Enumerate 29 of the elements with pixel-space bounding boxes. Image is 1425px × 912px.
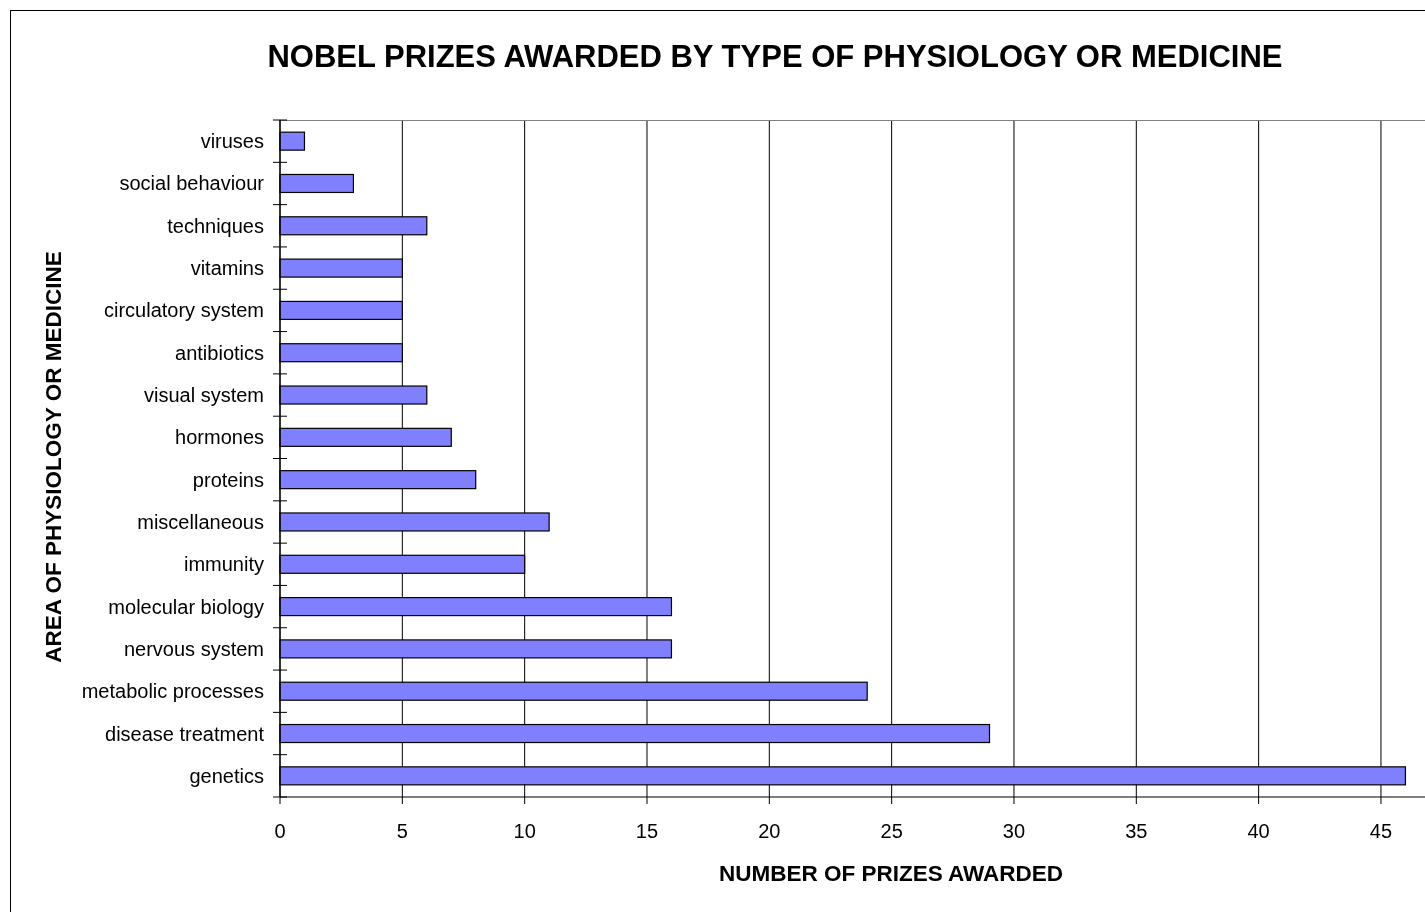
x-tick-label: 40 — [1247, 820, 1270, 842]
y-tick-label: vitamins — [190, 257, 264, 280]
y-tick-label: nervous system — [123, 637, 264, 660]
y-tick-label: hormones — [175, 426, 264, 449]
y-tick-label: antibiotics — [175, 341, 264, 364]
y-tick-label: miscellaneous — [137, 510, 264, 533]
y-tick-label: immunity — [183, 553, 264, 576]
x-tick-label: 20 — [758, 820, 781, 842]
y-tick-label: techniques — [167, 214, 264, 237]
y-tick-label: proteins — [192, 468, 264, 491]
x-tick-label: 45 — [1369, 820, 1393, 842]
x-tick-label: 35 — [1125, 820, 1148, 842]
y-tick-label: circulatory system — [103, 299, 264, 322]
y-tick-label: molecular biology — [108, 595, 264, 618]
y-axis-title: AREA OF PHYSIOLOGY OR MEDICINE — [41, 251, 66, 663]
y-tick-label: social behaviour — [119, 172, 265, 195]
x-tick-label: 5 — [396, 820, 408, 842]
x-tick-label: 30 — [1002, 820, 1026, 842]
y-tick-label: viruses — [200, 130, 264, 153]
y-tick-label: genetics — [189, 764, 264, 787]
x-tick-label: 25 — [880, 820, 903, 842]
y-tick-label: metabolic processes — [81, 680, 264, 703]
x-tick-label: 15 — [635, 820, 659, 842]
x-tick-label: 10 — [513, 820, 536, 842]
x-axis-title: NUMBER OF PRIZES AWARDED — [718, 861, 1064, 886]
chart-title: NOBEL PRIZES AWARDED BY TYPE OF PHYSIOLOGY OR MEDICINE — [267, 39, 1283, 74]
y-tick-label: disease treatment — [105, 722, 265, 745]
y-tick-label: visual system — [143, 384, 264, 407]
x-tick-label: 0 — [274, 820, 286, 842]
